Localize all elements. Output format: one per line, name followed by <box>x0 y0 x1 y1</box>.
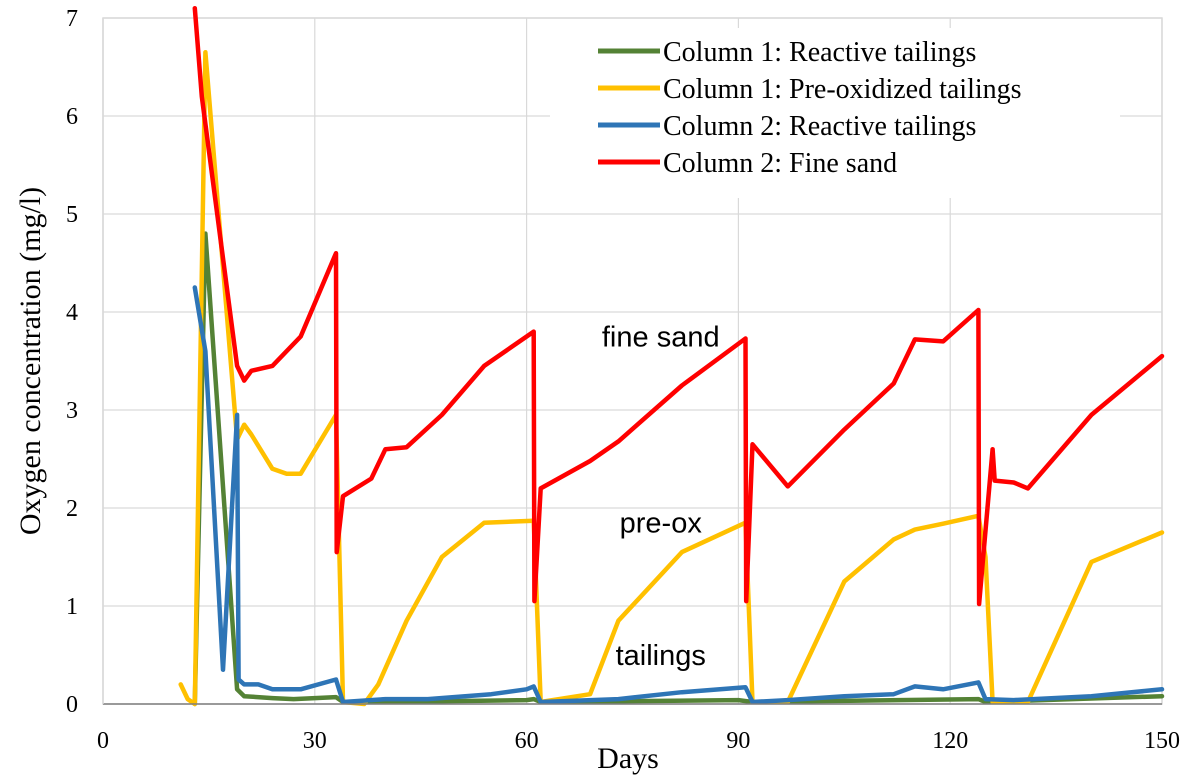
x-tick-label: 150 <box>1144 728 1180 754</box>
series-line-3 <box>192 285 1165 705</box>
y-tick-label: 5 <box>66 202 78 228</box>
y-tick-label: 4 <box>66 300 78 326</box>
series-layer <box>178 5 1165 707</box>
x-tick-label: 90 <box>726 728 750 754</box>
x-tick-label: 60 <box>515 728 539 754</box>
annotation-label: fine sand <box>602 322 720 354</box>
legend-label: Column 2: Reactive tailings <box>663 111 976 142</box>
series-line-1 <box>192 231 1165 707</box>
y-tick-label: 1 <box>66 594 78 620</box>
x-tick-label: 120 <box>932 728 968 754</box>
y-tick-label: 0 <box>66 692 78 718</box>
annotations: fine sand pre-ox tailings <box>602 322 720 673</box>
legend-label: Column 1: Pre-oxidized tailings <box>663 74 1022 105</box>
x-tick-label: 30 <box>303 728 327 754</box>
y-tick-label: 6 <box>66 104 78 130</box>
y-axis-title: Oxygen concentration (mg/l) <box>14 187 47 535</box>
axes <box>102 18 1162 705</box>
legend-label: Column 2: Fine sand <box>663 148 897 179</box>
annotation-label: tailings <box>616 640 706 672</box>
annotation-label: pre-ox <box>620 508 703 540</box>
legend: Column 1: Reactive tailings Column 1: Pre… <box>550 28 1120 198</box>
x-tick-label: 0 <box>97 728 109 754</box>
tick-labels: 0 30 60 90 120 150 0 1 2 3 4 5 6 7 <box>66 6 1180 754</box>
legend-box <box>550 28 1120 198</box>
legend-label: Column 1: Reactive tailings <box>663 37 976 68</box>
x-axis-title: Days <box>597 742 659 775</box>
y-tick-label: 7 <box>66 6 78 32</box>
y-tick-label: 3 <box>66 398 78 424</box>
y-tick-label: 2 <box>66 496 78 522</box>
series-line-4 <box>192 5 1165 607</box>
